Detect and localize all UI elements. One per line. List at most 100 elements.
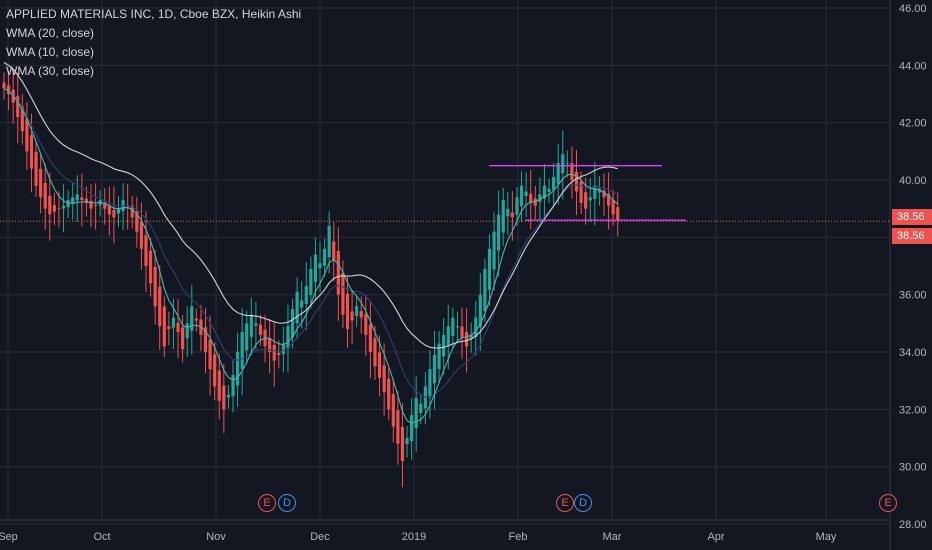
candle-body	[57, 208, 61, 210]
candle-body	[29, 135, 34, 169]
legend-wma-10[interactable]: WMA (10, close)	[6, 45, 95, 59]
candle-body	[158, 286, 162, 327]
candle-body	[167, 326, 171, 330]
dividend-event-marker[interactable]: D	[574, 494, 592, 512]
x-tick-label: Apr	[707, 531, 724, 543]
candle-body	[112, 210, 116, 218]
candle-body	[258, 324, 263, 335]
candle-body	[80, 197, 84, 201]
candle-body	[286, 326, 290, 349]
earnings-event-marker[interactable]: E	[879, 494, 897, 512]
last-price-tag: 38.56	[892, 209, 932, 225]
candle-body	[542, 185, 547, 199]
candle-body	[139, 221, 143, 249]
candle-body	[226, 395, 231, 398]
candle-body	[506, 208, 510, 217]
candle-body	[116, 208, 121, 214]
candle-body	[43, 183, 47, 209]
candle-body	[606, 193, 611, 206]
candle-body	[350, 311, 354, 321]
x-tick-label: 2019	[402, 531, 426, 543]
x-tick-label: Nov	[206, 531, 226, 543]
legend-wma-20[interactable]: WMA (20, close)	[6, 26, 95, 40]
candle-body	[391, 394, 395, 427]
candle-body	[561, 154, 565, 174]
candle-body	[474, 317, 478, 338]
candle-body	[71, 197, 75, 204]
candle-body	[584, 192, 588, 209]
candle-body	[487, 248, 492, 290]
candle-body	[410, 415, 414, 442]
candle-body	[203, 327, 208, 353]
y-tick-label: 32.00	[899, 404, 927, 416]
candle-body	[419, 403, 423, 413]
candle-body	[245, 323, 249, 351]
candle-body	[368, 324, 372, 353]
candle-body	[75, 194, 79, 201]
candle-body	[428, 369, 432, 398]
x-tick-label: May	[816, 531, 837, 543]
candle-body	[565, 162, 569, 164]
candle-body	[194, 318, 198, 321]
candle-body	[153, 266, 157, 307]
x-tick-label: Feb	[509, 531, 528, 543]
earnings-event-marker[interactable]: E	[556, 494, 574, 512]
candle-body	[148, 250, 153, 284]
x-tick-label: Mar	[603, 531, 622, 543]
close-price-tag: 38.56	[892, 228, 932, 244]
candle-body	[327, 225, 331, 258]
y-tick-label: 46.00	[899, 3, 927, 15]
legend-wma-30[interactable]: WMA (30, close)	[6, 64, 95, 78]
candle-body	[222, 385, 226, 410]
candle-body	[345, 293, 350, 330]
chart-legend: APPLIED MATERIALS INC, 1D, Cboe BZX, Hei…	[6, 5, 301, 81]
earnings-event-marker[interactable]: E	[258, 494, 276, 512]
candle-body	[455, 326, 460, 328]
y-tick-label: 34.00	[899, 347, 927, 359]
candle-body	[497, 214, 501, 251]
candle-body	[616, 207, 620, 221]
candle-body	[103, 202, 107, 209]
candle-body	[355, 306, 359, 316]
dividend-event-marker[interactable]: D	[278, 494, 296, 512]
candle-body	[396, 410, 400, 444]
y-tick-label: 44.00	[899, 60, 927, 72]
candle-body	[341, 272, 345, 315]
candle-body	[574, 171, 579, 192]
candle-body	[34, 151, 38, 186]
candle-body	[2, 82, 6, 89]
candle-body	[602, 190, 606, 198]
candle-body	[533, 198, 537, 206]
x-tick-label: Oct	[93, 531, 110, 543]
candle-body	[332, 241, 336, 261]
candle-body	[414, 397, 418, 429]
candle-body	[309, 268, 313, 296]
candle-body	[300, 300, 304, 308]
candle-body	[181, 327, 185, 350]
wma-30-line	[3, 62, 618, 349]
candle-body	[135, 211, 139, 232]
candle-body	[190, 306, 194, 331]
candle-body	[336, 250, 340, 295]
candle-body	[400, 427, 405, 461]
candle-body	[213, 354, 217, 387]
candle-body	[373, 338, 377, 367]
y-tick-label: 30.00	[899, 462, 927, 474]
candle-body	[318, 263, 322, 269]
candle-body	[579, 181, 583, 203]
candle-body	[171, 317, 176, 328]
candle-body	[515, 197, 519, 215]
candle-body	[588, 197, 592, 201]
candle-body	[405, 438, 409, 445]
chart-title: APPLIED MATERIALS INC, 1D, Cboe BZX, Hei…	[6, 7, 302, 21]
candle-body	[364, 314, 368, 335]
x-tick-label: Dec	[310, 531, 330, 543]
candle-body	[20, 106, 24, 132]
candle-body	[295, 291, 299, 324]
x-tick-label: Sep	[0, 531, 18, 543]
candle-body	[323, 248, 327, 266]
candle-body	[231, 374, 235, 397]
candle-body	[529, 193, 533, 203]
candle-body	[84, 198, 89, 203]
